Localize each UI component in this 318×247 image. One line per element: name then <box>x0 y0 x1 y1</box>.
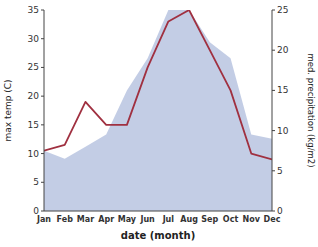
y-tick <box>41 67 44 68</box>
y-tick <box>41 10 44 11</box>
y-axis-title: max temp (C) <box>3 79 13 141</box>
y-tick <box>41 124 44 125</box>
x-tick-label: Dec <box>264 215 281 224</box>
y-tick-label: 35 <box>28 5 39 15</box>
y-tick-label: 5 <box>33 177 39 187</box>
x-tick-label: Jul <box>162 215 175 224</box>
x-axis-line <box>44 211 272 212</box>
precip-area <box>44 10 272 211</box>
y-axis-line <box>44 10 45 211</box>
y-tick-label: 15 <box>28 120 39 130</box>
y2-tick <box>272 10 275 11</box>
y2-axis-title: med. precipitation (kg/m2) <box>306 53 316 167</box>
y2-tick-label: 20 <box>277 45 289 55</box>
x-tick-label: Oct <box>223 215 239 224</box>
x-tick-label: May <box>118 215 137 224</box>
y2-tick-label: 15 <box>277 85 288 95</box>
y2-tick <box>272 50 275 51</box>
y-tick <box>41 182 44 183</box>
x-tick-label: Jan <box>36 215 51 224</box>
y2-tick <box>272 170 275 171</box>
y2-tick <box>272 211 275 212</box>
y2-axis-line <box>272 10 273 211</box>
x-tick-label: Nov <box>243 215 261 224</box>
y2-tick <box>272 130 275 131</box>
x-tick-label: Feb <box>57 215 74 224</box>
x-tick-label: Aug <box>180 215 198 224</box>
x-tick-label: Apr <box>98 215 114 224</box>
y2-tick-label: 5 <box>277 166 283 176</box>
y2-tick-label: 10 <box>277 126 289 136</box>
y-tick-label: 20 <box>28 91 40 101</box>
y-tick <box>41 96 44 97</box>
y-tick <box>41 153 44 154</box>
x-tick-label: Mar <box>77 215 94 224</box>
y-tick-label: 30 <box>28 34 40 44</box>
y2-tick <box>272 90 275 91</box>
y2-tick-label: 25 <box>277 5 288 15</box>
x-tick-label: Jun <box>139 215 155 224</box>
y-tick <box>41 38 44 39</box>
y-tick-label: 25 <box>28 62 39 72</box>
x-tick-label: Sep <box>201 215 218 224</box>
chart: 051015202530350510152025JanFebMarAprMayJ… <box>0 0 318 247</box>
y-tick <box>41 211 44 212</box>
x-axis-title: date (month) <box>121 230 195 241</box>
plot-area <box>44 10 272 211</box>
y-tick-label: 10 <box>28 149 40 159</box>
temp-line <box>44 10 272 159</box>
